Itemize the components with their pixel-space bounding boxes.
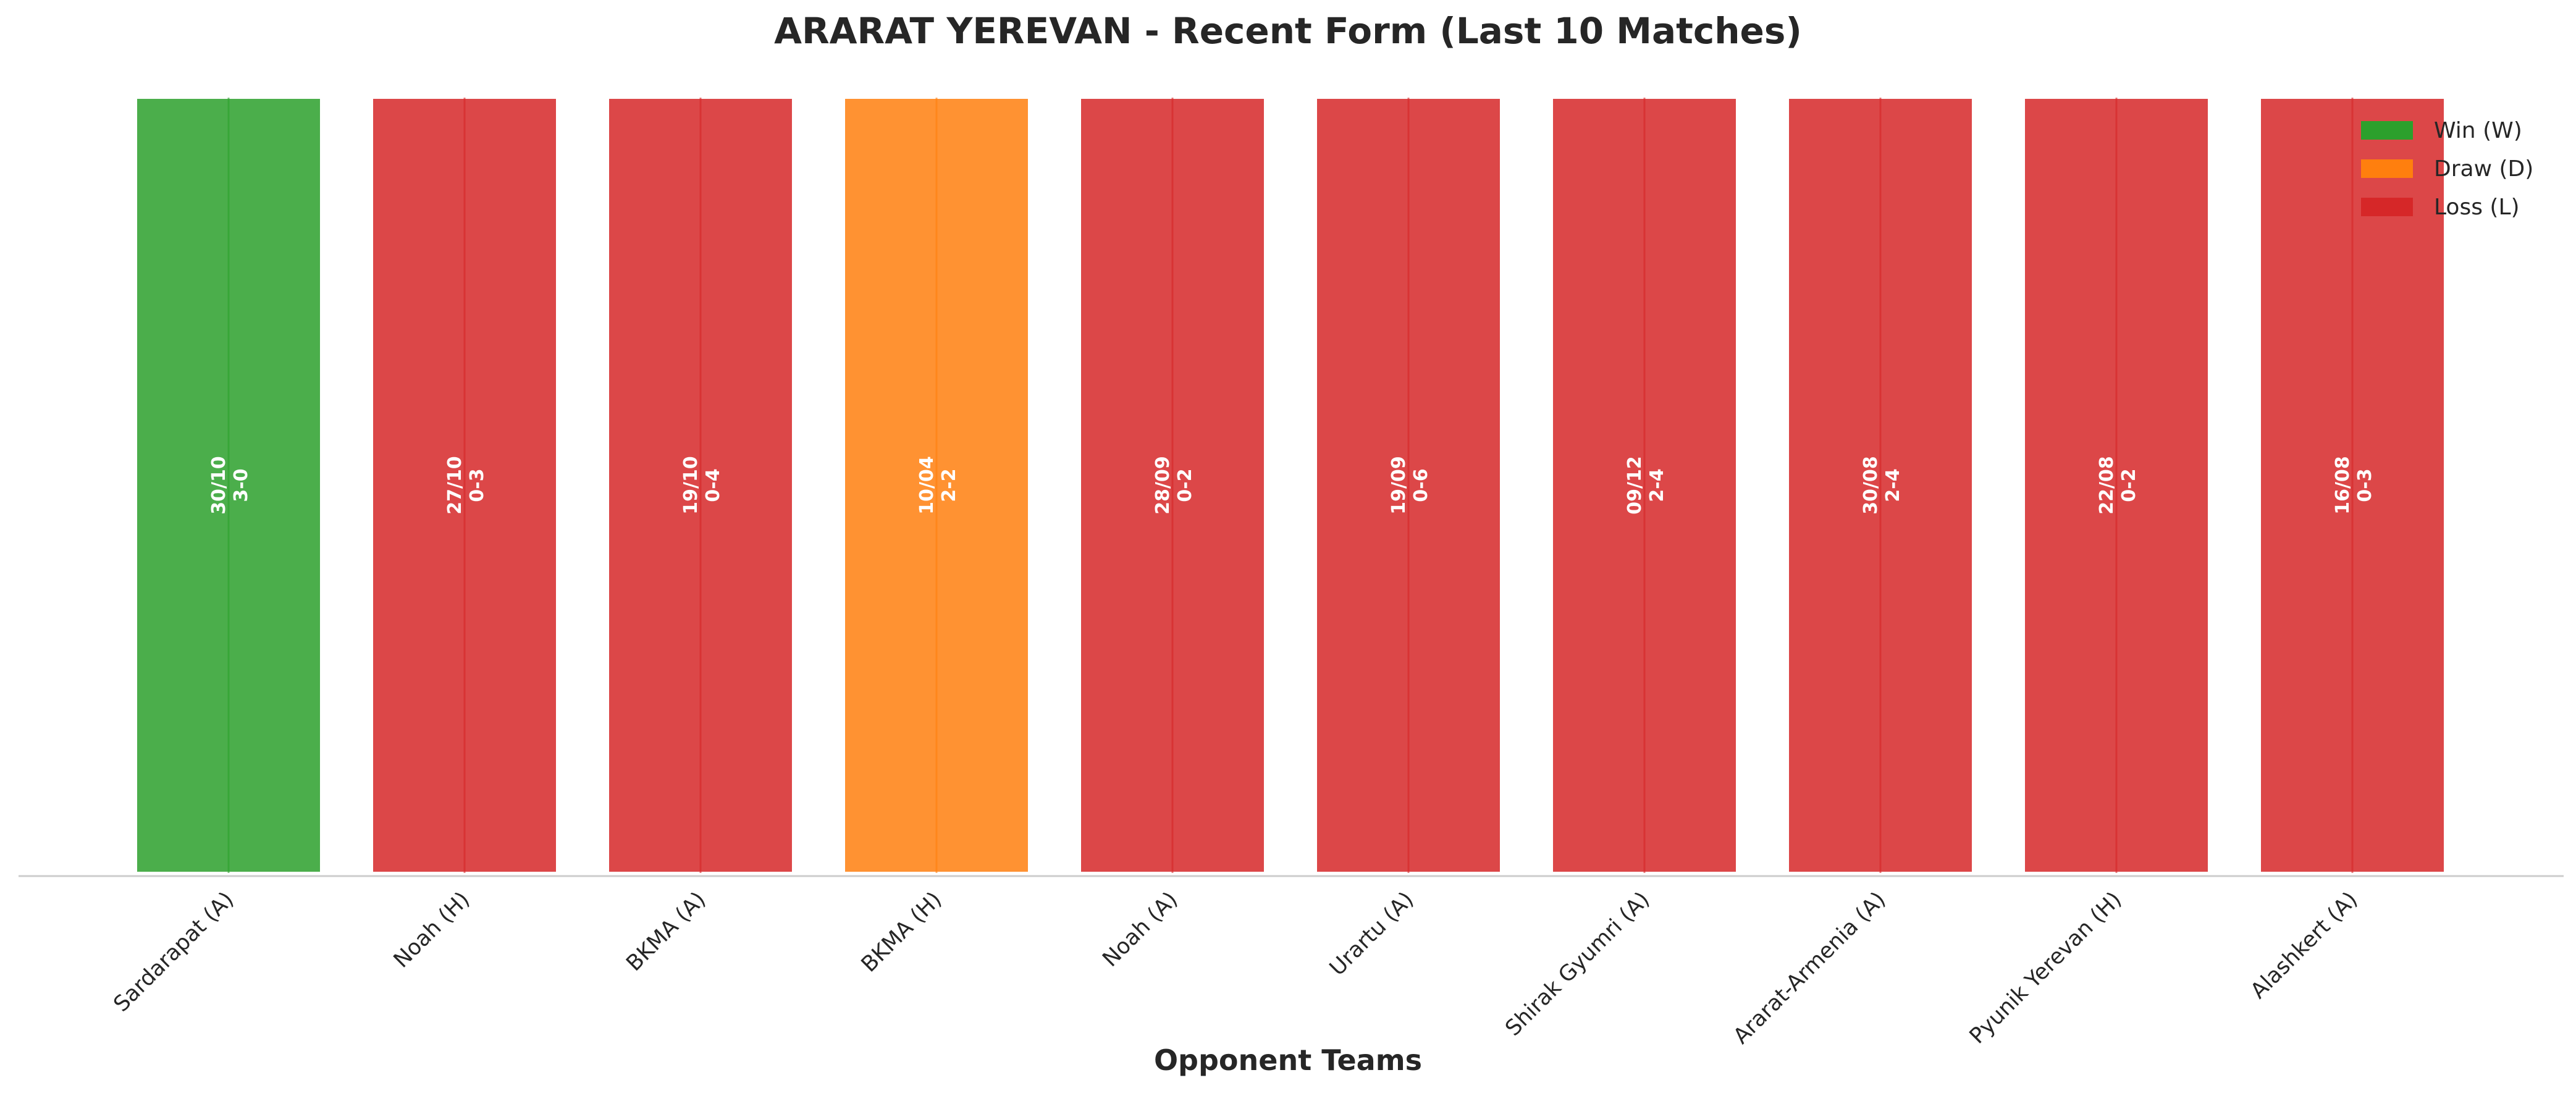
bar-score-label: 0-2 bbox=[2118, 468, 2140, 502]
bar-score-label: 0-2 bbox=[1174, 468, 1196, 502]
legend-swatch bbox=[2361, 198, 2413, 216]
bar-date-score-label: 16/080-3 bbox=[2332, 456, 2376, 514]
bar-date-label: 10/04 bbox=[916, 456, 938, 514]
x-tick-label: Urartu (A) bbox=[1325, 887, 1418, 980]
legend: Win (W) Draw (D) Loss (L) bbox=[2361, 118, 2533, 220]
bar-date-score-label: 28/090-2 bbox=[1152, 456, 1196, 514]
bar-date-label: 22/08 bbox=[2096, 456, 2118, 514]
legend-label: Draw (D) bbox=[2434, 156, 2533, 182]
x-tick-label: Noah (H) bbox=[389, 887, 475, 973]
x-tick-label: Sardarapat (A) bbox=[109, 887, 239, 1017]
x-tick-label: BKMA (H) bbox=[857, 887, 947, 977]
bar-date-label: 19/09 bbox=[1388, 456, 1410, 514]
legend-swatch bbox=[2361, 121, 2413, 140]
legend-label: Win (W) bbox=[2434, 118, 2522, 143]
x-tick-label: Noah (A) bbox=[1098, 887, 1182, 972]
bar-date-label: 28/09 bbox=[1152, 456, 1174, 514]
x-axis-label: Opponent Teams bbox=[1154, 1043, 1422, 1077]
bar-date-label: 19/10 bbox=[680, 456, 702, 514]
bar-date-score-label: 27/100-3 bbox=[444, 456, 488, 514]
bar-score-label: 2-4 bbox=[1882, 468, 1904, 502]
x-tick-label: Ararat-Armenia (A) bbox=[1729, 887, 1891, 1049]
bar-date-label: 30/08 bbox=[1860, 456, 1882, 514]
bar-date-score-label: 22/080-2 bbox=[2096, 456, 2140, 514]
match-bar-group: 16/080-3 bbox=[2258, 96, 2446, 874]
match-bar-group: 30/103-0 bbox=[135, 96, 322, 874]
legend-label: Loss (L) bbox=[2434, 195, 2520, 220]
bar-score-label: 2-4 bbox=[1646, 468, 1668, 502]
bar-score-label: 0-6 bbox=[1410, 468, 1432, 502]
match-bar-group: 27/100-3 bbox=[371, 96, 558, 874]
bars-layer: 30/103-0 27/100-3 19/100-4 10/042-2 28/090-2… bbox=[135, 96, 2446, 874]
bar-date-score-label: 09/122-4 bbox=[1624, 456, 1668, 514]
bar-date-label: 09/12 bbox=[1624, 456, 1646, 514]
bar-date-score-label: 30/082-4 bbox=[1860, 456, 1904, 514]
bar-score-label: 2-2 bbox=[938, 468, 960, 502]
bar-score-label: 0-3 bbox=[466, 468, 488, 502]
bar-date-label: 16/08 bbox=[2332, 456, 2354, 514]
bar-score-label: 0-4 bbox=[702, 468, 724, 502]
x-tick-label: Pyunik Yerevan (H) bbox=[1965, 887, 2127, 1049]
match-bar-group: 19/100-4 bbox=[607, 96, 794, 874]
chart-title: ARARAT YEREVAN - Recent Form (Last 10 Ma… bbox=[774, 10, 1802, 52]
x-tick-labels: Sardarapat (A) Noah (H) BKMA (A) BKMA (H) No… bbox=[109, 887, 2363, 1049]
match-bar-group: 19/090-6 bbox=[1315, 96, 1502, 874]
match-bar-group: 28/090-2 bbox=[1079, 96, 1266, 874]
bar-score-label: 3-0 bbox=[230, 468, 252, 502]
legend-swatch bbox=[2361, 159, 2413, 178]
x-tick-label: Alashkert (A) bbox=[2246, 887, 2362, 1003]
match-bar-group: 10/042-2 bbox=[843, 96, 1030, 874]
match-bar-group: 22/080-2 bbox=[2022, 96, 2210, 874]
bar-date-score-label: 30/103-0 bbox=[208, 456, 252, 514]
bar-date-score-label: 19/090-6 bbox=[1388, 456, 1432, 514]
bar-date-label: 27/10 bbox=[444, 456, 466, 514]
bar-date-score-label: 19/100-4 bbox=[680, 456, 724, 514]
match-bar-group: 09/122-4 bbox=[1551, 96, 1738, 874]
x-tick-label: BKMA (A) bbox=[621, 887, 710, 976]
bar-date-score-label: 10/042-2 bbox=[916, 456, 960, 514]
bar-date-label: 30/10 bbox=[208, 456, 230, 514]
x-tick-label: Shirak Gyumri (A) bbox=[1501, 887, 1654, 1041]
match-bar-group: 30/082-4 bbox=[1787, 96, 1974, 874]
bar-score-label: 0-3 bbox=[2354, 468, 2376, 502]
